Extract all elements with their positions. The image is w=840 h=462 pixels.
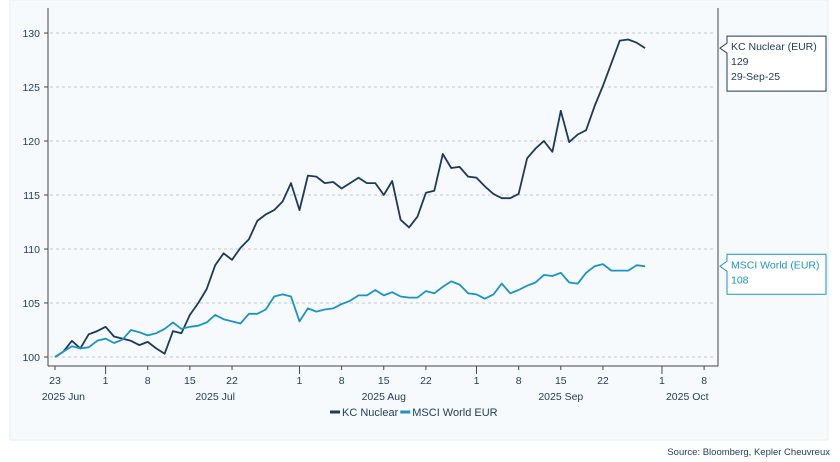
y-axis: 100 105 110 115 120 125 130 [22, 28, 48, 364]
callout-kc-nuclear: KC Nuclear (EUR) 129 29-Sep-25 [719, 35, 827, 92]
value-callouts: KC Nuclear (EUR) 129 29-Sep-25 MSCI World (… [719, 35, 827, 295]
y-tick-label: 100 [22, 352, 40, 364]
y-tick-label: 120 [22, 136, 40, 148]
x-month-label: 2025 Jun [42, 391, 85, 403]
source-note: Source: Bloomberg, Kepler Cheuvreux [667, 447, 830, 458]
callout-box [719, 35, 827, 92]
series-lines [54, 38, 646, 358]
x-tick-label: 8 [701, 375, 707, 387]
x-tick-label: 22 [597, 375, 609, 387]
x-month-label: 2025 Oct [666, 391, 709, 403]
series-line-msci-world-eur [54, 263, 646, 358]
x-tick-label: 15 [184, 375, 196, 387]
legend: KC Nuclear MSCI World EUR [330, 407, 498, 419]
legend-label: KC Nuclear [342, 407, 399, 419]
x-tick-label: 22 [226, 375, 238, 387]
callout-box [719, 253, 827, 295]
x-axis: 23 1 8 15 22 1 8 15 22 1 8 15 22 1 8 2025 Jun 2025 Jul 20… [42, 366, 709, 403]
x-tick-label: 15 [378, 375, 390, 387]
callout-value: 108 [731, 274, 749, 286]
series-line-kc-nuclear [54, 38, 646, 358]
y-tick-label: 125 [22, 82, 40, 94]
x-tick-label: 1 [659, 375, 665, 387]
x-month-label: 2025 Jul [195, 391, 235, 403]
callout-title: MSCI World (EUR) [731, 259, 819, 271]
x-tick-label: 23 [49, 375, 61, 387]
gridlines [50, 32, 716, 358]
y-tick-label: 105 [22, 298, 40, 310]
callout-title: KC Nuclear (EUR) [731, 41, 817, 53]
x-tick-label: 22 [420, 375, 432, 387]
x-tick-label: 1 [103, 375, 109, 387]
callout-date: 29-Sep-25 [731, 71, 780, 83]
callout-value: 129 [731, 56, 749, 68]
x-tick-label: 8 [516, 375, 522, 387]
x-tick-label: 8 [145, 375, 151, 387]
x-tick-label: 8 [339, 375, 345, 387]
callout-msci-world: MSCI World (EUR) 108 [719, 253, 827, 295]
x-tick-label: 15 [555, 375, 567, 387]
x-tick-label: 1 [297, 375, 303, 387]
legend-label: MSCI World EUR [412, 407, 497, 419]
x-tick-label: 1 [474, 375, 480, 387]
y-tick-label: 130 [22, 28, 40, 40]
chart-panel [9, 0, 829, 441]
y-tick-label: 115 [23, 190, 40, 202]
x-month-label: 2025 Sep [538, 391, 583, 403]
y-tick-label: 110 [23, 244, 40, 256]
x-month-label: 2025 Aug [362, 391, 407, 403]
